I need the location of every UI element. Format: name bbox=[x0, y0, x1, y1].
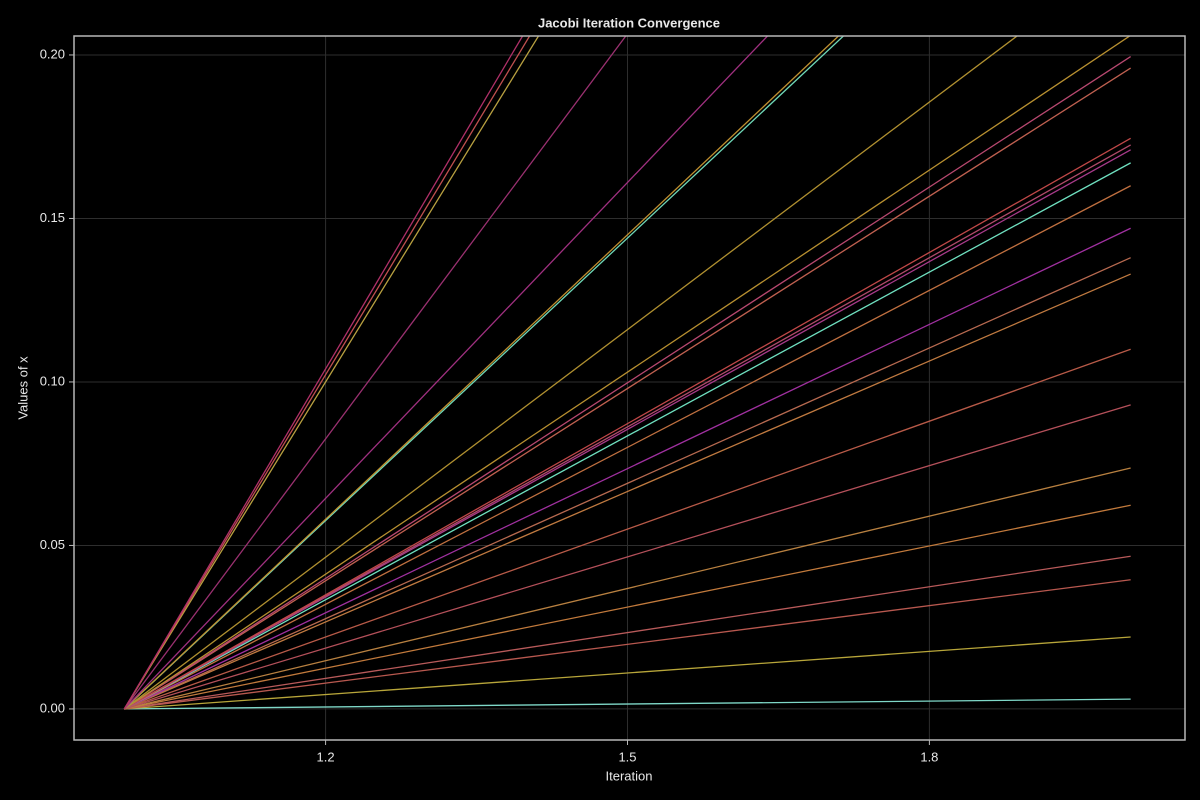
series-line bbox=[124, 257, 1131, 710]
series-line bbox=[124, 404, 1131, 710]
series-line bbox=[123, 144, 1131, 710]
series-line bbox=[124, 467, 1131, 710]
series-line bbox=[124, 504, 1131, 710]
series-line bbox=[124, 579, 1131, 710]
series-line bbox=[124, 555, 1131, 710]
series-line bbox=[123, 36, 1019, 710]
x-tick-label: 1.8 bbox=[920, 749, 938, 764]
series-line bbox=[124, 227, 1131, 710]
series-line bbox=[124, 273, 1131, 710]
y-tick-label: 0.15 bbox=[40, 210, 65, 225]
lines bbox=[123, 36, 1132, 710]
y-tick-label: 0.05 bbox=[40, 537, 65, 552]
chart-title: Jacobi Iteration Convergence bbox=[538, 15, 720, 30]
x-axis-label: Iteration bbox=[606, 768, 653, 783]
series-line bbox=[124, 162, 1131, 710]
series-line bbox=[123, 137, 1131, 710]
series-line bbox=[123, 36, 845, 710]
series-line bbox=[124, 698, 1131, 710]
series-line bbox=[124, 149, 1131, 710]
y-axis-label: Values of x bbox=[15, 356, 30, 420]
series-line bbox=[123, 36, 840, 710]
plot-frame bbox=[73, 35, 1186, 741]
series-line bbox=[123, 56, 1132, 710]
series-line bbox=[123, 67, 1132, 710]
series-line bbox=[123, 36, 627, 710]
y-tick-label: 0.00 bbox=[40, 700, 65, 715]
series-line bbox=[123, 36, 531, 710]
series-line bbox=[123, 36, 769, 710]
series-line bbox=[124, 636, 1131, 710]
series-line bbox=[124, 348, 1131, 710]
series-line bbox=[123, 36, 540, 710]
x-tick-label: 1.5 bbox=[618, 749, 636, 764]
x-tick-label: 1.2 bbox=[317, 749, 335, 764]
series-line bbox=[123, 36, 1131, 710]
series-line bbox=[123, 36, 524, 710]
series-line bbox=[124, 185, 1131, 710]
y-tick-label: 0.20 bbox=[40, 46, 65, 61]
y-tick-label: 0.10 bbox=[40, 373, 65, 388]
